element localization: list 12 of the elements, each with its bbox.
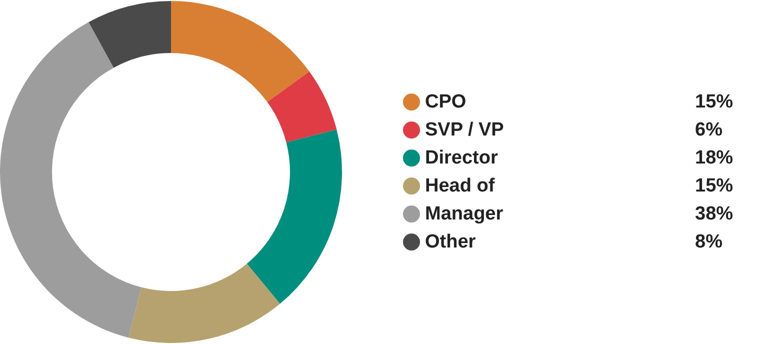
data-label: 18%: [695, 148, 734, 168]
legend-label: Head of: [425, 176, 496, 196]
legend-label: Manager: [425, 204, 504, 224]
data-label: 15%: [695, 176, 734, 196]
legend-label: CPO: [425, 92, 466, 112]
data-label: 38%: [695, 204, 734, 224]
legend-label: Other: [425, 232, 476, 252]
data-label: 8%: [695, 232, 723, 252]
legend-label: SVP / VP: [425, 120, 504, 140]
data-label: 15%: [695, 92, 734, 112]
data-label: 6%: [695, 120, 723, 140]
legend-label: Director: [425, 148, 498, 168]
